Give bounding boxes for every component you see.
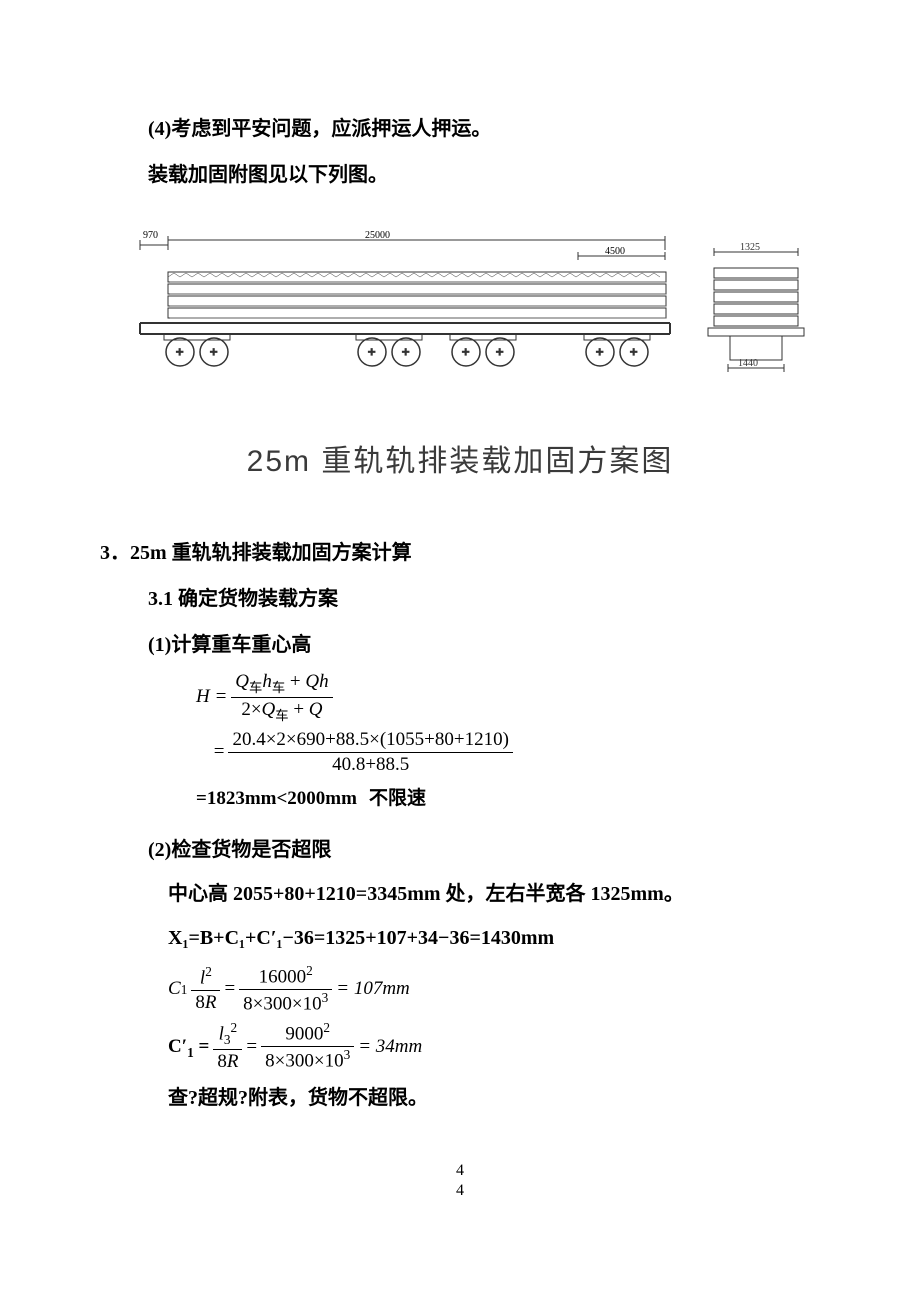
- c1p-num: 9000: [285, 1023, 323, 1044]
- eq2-den: 40.8+88.5: [228, 753, 512, 777]
- formula-C: C1 l2 8R = 160002 8×300×103 = 107mm C′1 …: [100, 963, 820, 1074]
- c1-num: 16000: [259, 966, 307, 987]
- paragraph-attach: 装载加固附图见以下列图。: [100, 156, 820, 194]
- eq2-num: 20.4×2×690+88.5×(1055+80+1210): [228, 728, 512, 753]
- dim-25000: 25000: [365, 230, 390, 241]
- subsection-3-1-title: 3.1 确定货物装载方案: [100, 580, 820, 618]
- item-2-line2: X₁=B+C₁+C′₁−36=1325+107+34−36=1430mm: [100, 919, 820, 957]
- dim-970: 970: [143, 230, 158, 241]
- svg-text:+: +: [496, 344, 503, 359]
- item-1-label: (1)计算重车重心高: [100, 626, 820, 664]
- svg-text:+: +: [462, 344, 469, 359]
- section-3-title: 3．25m 重轨轨排装载加固方案计算: [100, 534, 820, 572]
- paragraph-4: (4)考虑到平安问题，应派押运人押运。: [100, 110, 820, 148]
- formula-H: H = Q车h车 + Qh 2×Q车 + Q H = 20.4×2×690+88…: [100, 670, 820, 816]
- svg-text:+: +: [176, 344, 183, 359]
- item-2-label: (2)检查货物是否超限: [100, 831, 820, 869]
- svg-text:+: +: [630, 344, 637, 359]
- item-2-line1: 中心高 2055+80+1210=3345mm 处，左右半宽各 1325mm。: [100, 875, 820, 913]
- c1p-den: 8×300×10: [265, 1051, 343, 1072]
- svg-text:+: +: [210, 344, 217, 359]
- loading-diagram: 970 25000 4500: [100, 228, 820, 409]
- eq-note: 不限速: [369, 781, 426, 817]
- c1-den: 8×300×10: [243, 993, 321, 1014]
- svg-text:+: +: [402, 344, 409, 359]
- dim-1325: 1325: [740, 242, 760, 253]
- dim-4500: 4500: [605, 246, 625, 257]
- footer-a: 4: [100, 1161, 820, 1180]
- diagram-caption: 25m 重轨轨排装载加固方案图: [100, 433, 820, 490]
- c1p-val: = 34mm: [358, 1029, 422, 1065]
- item-2-conclusion: 查?超规?附表，货物不超限。: [100, 1079, 820, 1117]
- dim-1440: 1440: [738, 358, 758, 369]
- footer-b: 4: [100, 1181, 820, 1200]
- c1-val: = 107mm: [336, 971, 410, 1007]
- svg-text:+: +: [368, 344, 375, 359]
- svg-text:+: +: [596, 344, 603, 359]
- page-footer: 4 4: [100, 1161, 820, 1199]
- eq-result: =1823mm<2000mm: [196, 781, 357, 817]
